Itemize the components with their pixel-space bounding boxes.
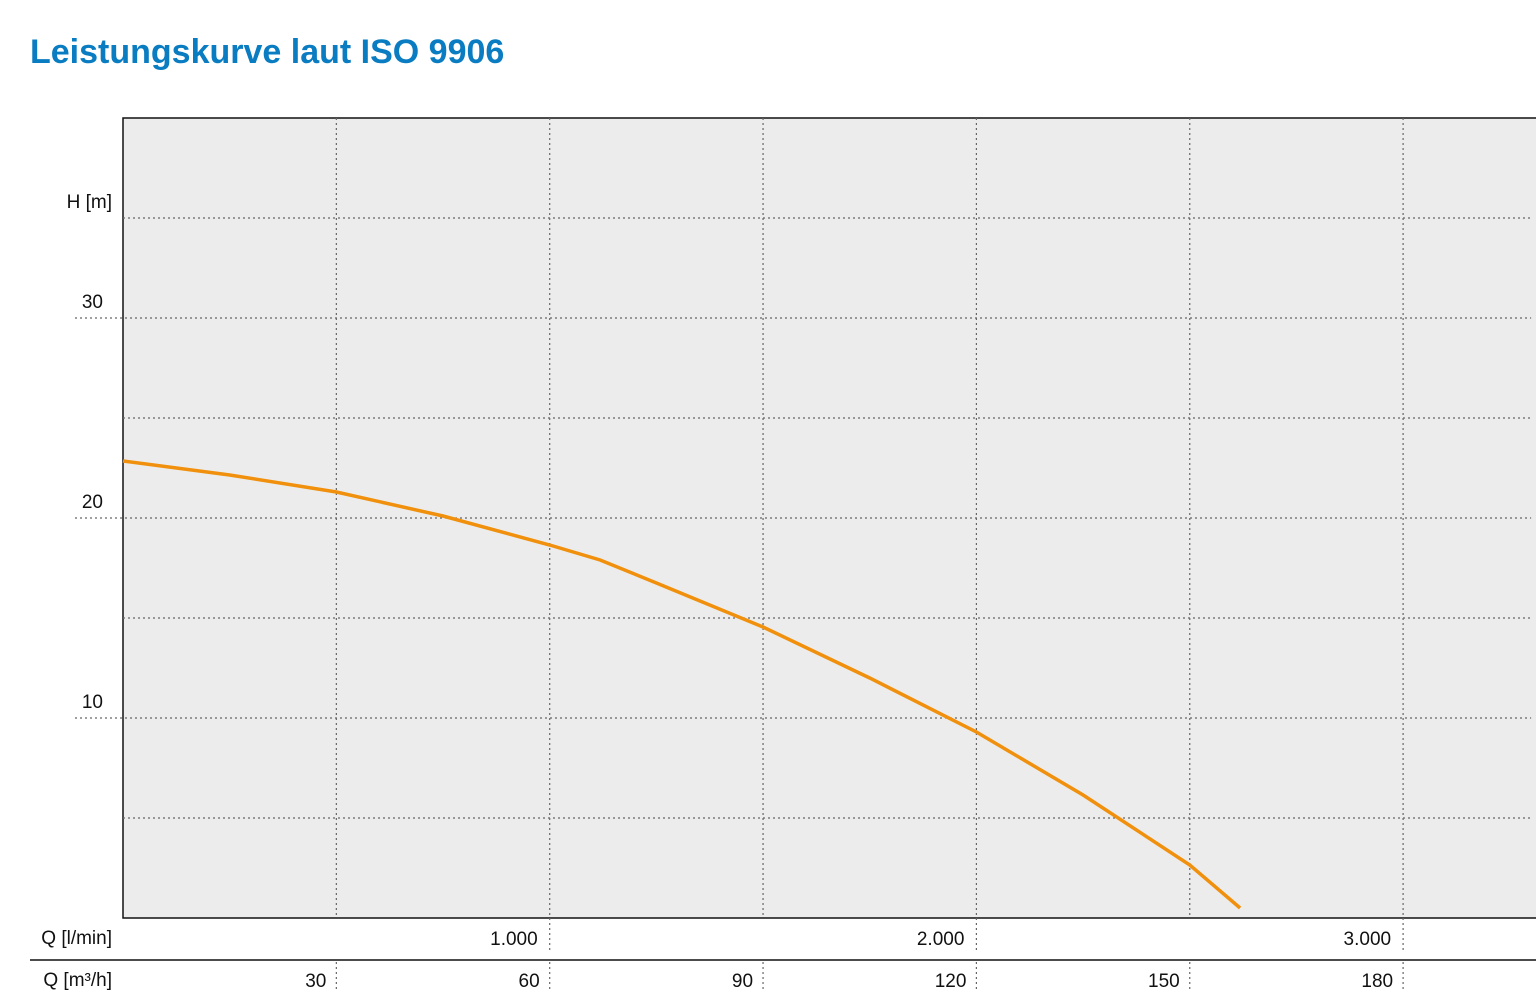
y-axis-label: H [m] [67,192,112,213]
x-tick-label: 2.000 [917,929,965,950]
plot-area [122,117,1536,919]
curve [122,459,1242,910]
y-tick-label: 30 [82,292,103,313]
x-axis-label: Q [l/min] [41,928,112,949]
x2-tick-label: 150 [1148,971,1180,992]
x2-axis-label: Q [m³/h] [43,970,112,991]
x-tick-label: 1.000 [490,929,538,950]
x2-tick-label: 60 [519,971,540,992]
x2-tick-label: 180 [1361,971,1393,992]
x2-tick-label: 120 [935,971,967,992]
chart-title: Leistungskurve laut ISO 9906 [30,33,504,71]
y-tick-label: 10 [82,692,103,713]
x2-tick-label: 90 [732,971,753,992]
y-tick-label: 20 [82,492,103,513]
x2-tick-label: 30 [305,971,326,992]
x-tick-label: 3.000 [1344,929,1392,950]
